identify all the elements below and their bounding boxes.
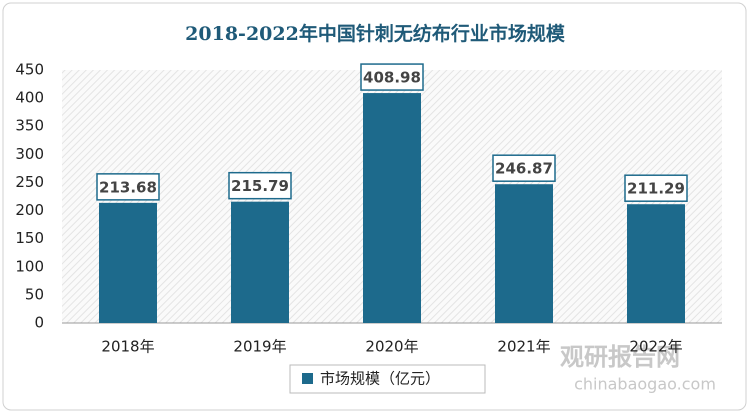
y-tick-label: 450 xyxy=(15,61,44,79)
watermark-url: chinabaogao.com xyxy=(574,375,716,394)
chart-title: 2018-2022年中国针刺无纺布行业市场规模 xyxy=(185,22,566,45)
value-label-box xyxy=(360,63,424,91)
x-tick-label: 2022年 xyxy=(629,338,682,356)
value-label: 408.98 xyxy=(363,69,421,87)
value-label-box xyxy=(624,174,688,202)
value-label: 211.29 xyxy=(627,180,685,198)
y-tick-label: 250 xyxy=(15,173,44,191)
value-label-box xyxy=(492,154,556,182)
y-tick-label: 100 xyxy=(15,257,44,275)
value-label: 246.87 xyxy=(495,160,553,178)
value-label: 215.79 xyxy=(231,177,289,195)
watermark-name: 观研报告网 xyxy=(560,343,680,371)
y-tick-label: 350 xyxy=(15,117,44,135)
value-label-box xyxy=(96,173,160,201)
x-tick-label: 2020年 xyxy=(365,338,418,356)
y-tick-label: 400 xyxy=(15,89,44,107)
y-tick-label: 300 xyxy=(15,145,44,163)
legend-box xyxy=(289,364,486,394)
value-label-box xyxy=(228,171,292,200)
value-label: 213.68 xyxy=(99,178,157,196)
bar xyxy=(627,204,685,323)
x-tick-label: 2021年 xyxy=(497,338,550,356)
y-tick-label: 150 xyxy=(15,229,44,247)
y-tick-label: 0 xyxy=(34,314,44,332)
y-tick-label: 200 xyxy=(15,201,44,219)
x-tick-label: 2018年 xyxy=(101,338,154,356)
legend-label: 市场规模（亿元） xyxy=(320,370,440,388)
bar xyxy=(495,184,553,323)
bar xyxy=(363,93,421,324)
x-tick-label: 2019年 xyxy=(233,338,286,356)
legend-swatch xyxy=(302,373,313,384)
y-tick-label: 50 xyxy=(25,285,44,303)
bar xyxy=(99,202,157,323)
bar xyxy=(231,201,289,323)
